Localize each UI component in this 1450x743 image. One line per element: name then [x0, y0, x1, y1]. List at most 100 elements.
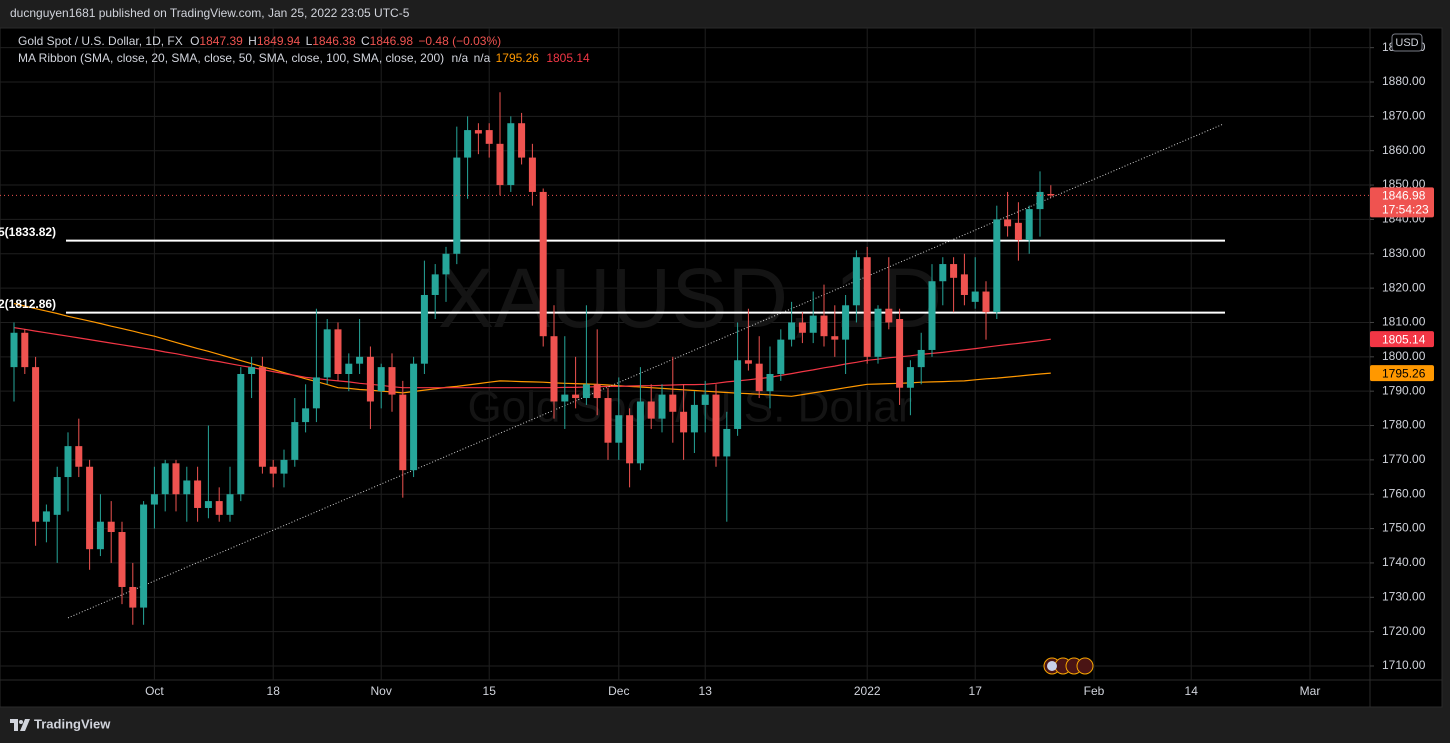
candle-body — [150, 494, 158, 505]
ma-value: 1805.14 — [546, 51, 590, 65]
candle-body — [539, 191, 547, 337]
x-tick-label: 2022 — [854, 684, 881, 698]
x-tick-label: Feb — [1084, 684, 1105, 698]
x-tick-label: 17 — [969, 684, 983, 698]
candle-body — [258, 367, 266, 467]
y-tick-label: 1770.00 — [1382, 452, 1426, 466]
x-tick-label: 14 — [1185, 684, 1199, 698]
candle-body — [906, 367, 914, 388]
high-value: 1849.94 — [257, 34, 301, 48]
x-tick-label: Mar — [1300, 684, 1321, 698]
y-tick-label: 1760.00 — [1382, 486, 1426, 500]
candle-body — [161, 463, 169, 495]
ma-label: 1795.26 — [1382, 366, 1426, 380]
brand-logo — [10, 719, 30, 731]
candle-body — [410, 363, 418, 471]
candle-body — [744, 360, 752, 364]
candle-body — [194, 480, 202, 508]
candle-body — [291, 422, 299, 460]
logo-mark — [10, 719, 30, 731]
symbol-legend: Gold Spot / U.S. Dollar, 1D, FX O1847.39… — [18, 34, 501, 48]
y-tick-label: 1880.00 — [1382, 74, 1426, 88]
trendline — [67, 123, 1224, 619]
candle-body — [183, 480, 191, 495]
level-label: 5(1833.82) — [0, 225, 56, 239]
candle-body — [377, 367, 385, 392]
candle-body — [572, 394, 580, 399]
candle-body — [798, 322, 806, 333]
candle-body — [701, 394, 709, 405]
y-tick-label: 1810.00 — [1382, 315, 1426, 329]
close-label: C — [361, 34, 370, 48]
candle-body — [118, 532, 126, 587]
candle-body — [356, 356, 364, 364]
candle-body — [766, 373, 774, 392]
candle-body — [10, 332, 18, 368]
y-tick-label: 1820.00 — [1382, 280, 1426, 294]
candle-body — [107, 521, 115, 533]
y-tick-label: 1790.00 — [1382, 383, 1426, 397]
candle-body — [21, 332, 29, 368]
candle-body — [53, 477, 61, 515]
candle-body — [982, 291, 990, 313]
x-tick-label: Nov — [371, 684, 392, 698]
currency-badge[interactable] — [1391, 33, 1423, 52]
y-tick-label: 1830.00 — [1382, 246, 1426, 260]
candle-body — [64, 446, 72, 478]
candle-body — [561, 394, 569, 402]
candle-body — [788, 322, 796, 340]
candle-body — [647, 401, 655, 419]
candle-body — [388, 367, 396, 395]
x-tick-label: Dec — [608, 684, 629, 698]
candle-body — [604, 398, 612, 443]
candle-body — [777, 339, 785, 374]
candle-body — [734, 360, 742, 429]
event-icon — [1076, 657, 1094, 675]
last-price-label: 1846.98 — [1382, 189, 1426, 203]
candle-body — [690, 404, 698, 433]
candle-body — [960, 274, 968, 295]
candle-body — [204, 501, 212, 508]
y-tick-label: 1730.00 — [1382, 589, 1426, 603]
candle-body — [755, 363, 763, 392]
publish-info: ducnguyen1681 published on TradingView.c… — [10, 6, 410, 20]
candle-body — [626, 415, 634, 464]
candle-body — [453, 157, 461, 254]
close-value: 1846.98 — [370, 34, 414, 48]
logo-dot — [19, 720, 23, 724]
currency[interactable]: USD — [1395, 37, 1418, 49]
y-tick-label: 1740.00 — [1382, 555, 1426, 569]
symbol: Gold Spot / U.S. Dollar, 1D, FX — [18, 34, 183, 48]
candle-body — [86, 466, 94, 550]
y-tick-label: 1710.00 — [1382, 658, 1426, 672]
countdown: 17:54:23 — [1382, 203, 1429, 217]
candle-body — [636, 401, 644, 464]
y-tick-label: 1870.00 — [1382, 109, 1426, 123]
high-label: H — [248, 34, 257, 48]
candle-body — [129, 586, 137, 608]
event-flag — [1047, 661, 1057, 671]
candle-body — [1004, 219, 1012, 227]
open-label: O — [190, 34, 199, 48]
event-icons — [1043, 657, 1094, 675]
candle-body — [842, 305, 850, 340]
candle-body — [615, 415, 623, 443]
candle-body — [442, 253, 450, 275]
x-tick-label: 18 — [267, 684, 281, 698]
candle-body — [928, 281, 936, 350]
indicator-legend: MA Ribbon (SMA, close, 20, SMA, close, 5… — [18, 51, 590, 65]
candle-body — [431, 274, 439, 295]
candle-body — [1036, 191, 1044, 210]
x-tick-label: 15 — [483, 684, 497, 698]
candle-body — [269, 466, 277, 474]
candle-body — [312, 377, 320, 409]
candle-body — [172, 463, 180, 495]
candle-body — [993, 219, 1001, 313]
candle-body — [950, 264, 958, 278]
candle-body — [820, 315, 828, 337]
candle-body — [593, 384, 601, 399]
candle-body — [885, 308, 893, 323]
candle-body — [334, 329, 342, 374]
candle-body — [1047, 194, 1055, 196]
